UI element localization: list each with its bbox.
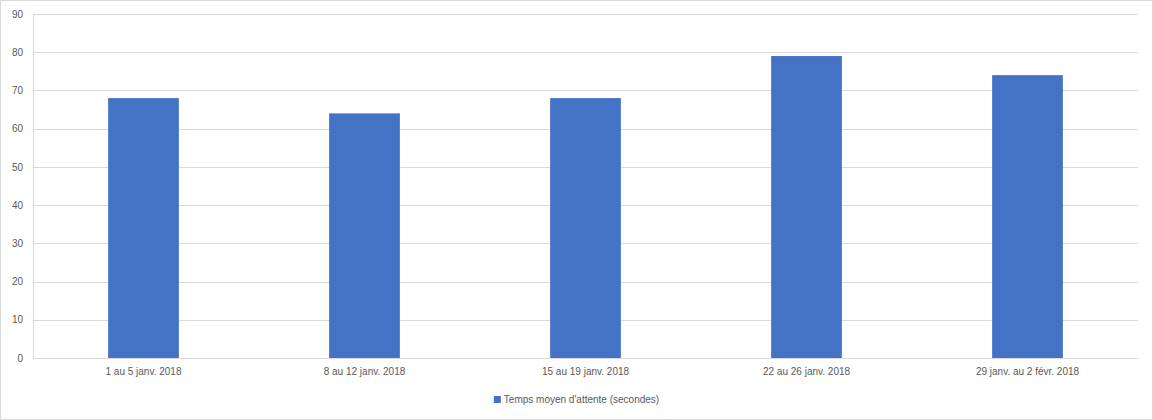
- y-tick-label: 30: [12, 238, 24, 249]
- bar: [108, 98, 179, 358]
- grid-line: [33, 14, 1138, 15]
- x-tick-label: 1 au 5 janv. 2018: [106, 366, 182, 377]
- y-tick-label: 20: [12, 276, 24, 287]
- bar: [329, 113, 400, 358]
- bars: [108, 56, 1063, 358]
- y-tick: 0: [17, 353, 33, 364]
- x-tick-label: 22 au 26 janv. 2018: [763, 366, 851, 377]
- y-tick: 50: [12, 162, 33, 173]
- x-tick: 1 au 5 janv. 2018: [106, 358, 182, 377]
- y-tick-label: 60: [12, 123, 24, 134]
- grid-line: [33, 52, 1138, 53]
- y-tick: 40: [12, 200, 33, 211]
- y-tick-label: 90: [12, 9, 24, 20]
- chart-border: [1, 1, 1153, 420]
- bar: [992, 75, 1063, 358]
- y-axis-line: [33, 15, 34, 359]
- legend: Temps moyen d'attente (secondes): [494, 394, 659, 405]
- legend-label: Temps moyen d'attente (secondes): [504, 394, 659, 405]
- y-tick: 30: [12, 238, 33, 249]
- x-axis-line: [34, 358, 1139, 359]
- chart: 0 10 20 30 40 50 60 70 80 90 1 au 5 janv. 2018 8 au…: [0, 0, 1153, 420]
- y-tick-label: 0: [17, 353, 23, 364]
- grid: [33, 15, 1138, 359]
- x-tick: 15 au 19 janv. 2018: [542, 358, 630, 377]
- x-tick-label: 8 au 12 janv. 2018: [324, 366, 406, 377]
- grid-line: [33, 358, 1138, 359]
- bar: [771, 56, 842, 358]
- y-tick-label: 70: [12, 85, 24, 96]
- y-tick-label: 50: [12, 162, 24, 173]
- x-tick-label: 29 janv. au 2 févr. 2018: [976, 366, 1080, 377]
- legend-swatch: [494, 396, 501, 403]
- legend-item: Temps moyen d'attente (secondes): [494, 394, 659, 405]
- x-tick: 29 janv. au 2 févr. 2018: [976, 358, 1080, 377]
- y-tick: 80: [12, 47, 33, 58]
- y-tick: 60: [12, 123, 33, 134]
- bar: [550, 98, 621, 358]
- x-axis: 1 au 5 janv. 2018 8 au 12 janv. 2018 15 au…: [34, 358, 1139, 377]
- y-tick-label: 80: [12, 47, 24, 58]
- grid-line: [33, 90, 1138, 91]
- y-tick: 10: [12, 314, 33, 325]
- y-tick: 20: [12, 276, 33, 287]
- x-tick: 22 au 26 janv. 2018: [763, 358, 851, 377]
- y-tick: 90: [12, 9, 33, 20]
- y-tick-label: 10: [12, 314, 24, 325]
- y-tick: 70: [12, 85, 33, 96]
- y-axis: 0 10 20 30 40 50 60 70 80 90: [12, 9, 34, 364]
- y-tick-label: 40: [12, 200, 24, 211]
- x-tick-label: 15 au 19 janv. 2018: [542, 366, 630, 377]
- x-tick: 8 au 12 janv. 2018: [324, 358, 406, 377]
